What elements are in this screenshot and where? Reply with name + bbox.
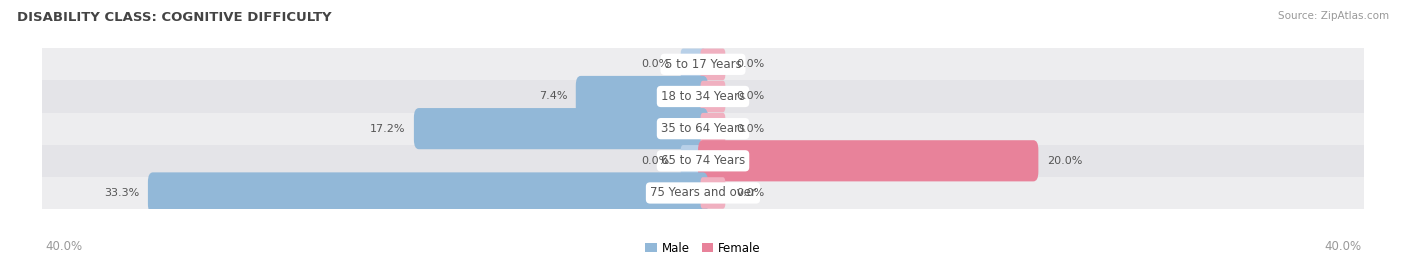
Bar: [42, 113, 1364, 145]
Text: 0.0%: 0.0%: [737, 188, 765, 198]
Text: 0.0%: 0.0%: [737, 124, 765, 134]
Text: 0.0%: 0.0%: [737, 91, 765, 102]
Text: 40.0%: 40.0%: [45, 240, 82, 253]
FancyBboxPatch shape: [700, 81, 725, 112]
FancyBboxPatch shape: [681, 145, 706, 177]
Text: 18 to 34 Years: 18 to 34 Years: [661, 90, 745, 103]
FancyBboxPatch shape: [148, 172, 709, 214]
Legend: Male, Female: Male, Female: [645, 241, 761, 255]
Text: 20.0%: 20.0%: [1046, 156, 1083, 166]
Bar: [42, 80, 1364, 113]
Text: 65 to 74 Years: 65 to 74 Years: [661, 154, 745, 167]
Text: 40.0%: 40.0%: [1324, 240, 1361, 253]
Bar: [42, 145, 1364, 177]
Text: 75 Years and over: 75 Years and over: [650, 187, 756, 199]
FancyBboxPatch shape: [700, 49, 725, 80]
Bar: [42, 177, 1364, 209]
FancyBboxPatch shape: [413, 108, 709, 149]
Text: 35 to 64 Years: 35 to 64 Years: [661, 122, 745, 135]
FancyBboxPatch shape: [697, 140, 1039, 181]
FancyBboxPatch shape: [700, 177, 725, 209]
Text: Source: ZipAtlas.com: Source: ZipAtlas.com: [1278, 11, 1389, 21]
Text: 0.0%: 0.0%: [641, 59, 669, 69]
Text: 17.2%: 17.2%: [370, 124, 405, 134]
FancyBboxPatch shape: [700, 113, 725, 144]
Bar: [42, 48, 1364, 80]
Text: 0.0%: 0.0%: [737, 59, 765, 69]
Text: 7.4%: 7.4%: [538, 91, 568, 102]
Text: 0.0%: 0.0%: [641, 156, 669, 166]
Text: 33.3%: 33.3%: [104, 188, 139, 198]
Text: 5 to 17 Years: 5 to 17 Years: [665, 58, 741, 71]
Text: DISABILITY CLASS: COGNITIVE DIFFICULTY: DISABILITY CLASS: COGNITIVE DIFFICULTY: [17, 11, 332, 24]
FancyBboxPatch shape: [576, 76, 709, 117]
FancyBboxPatch shape: [681, 49, 706, 80]
